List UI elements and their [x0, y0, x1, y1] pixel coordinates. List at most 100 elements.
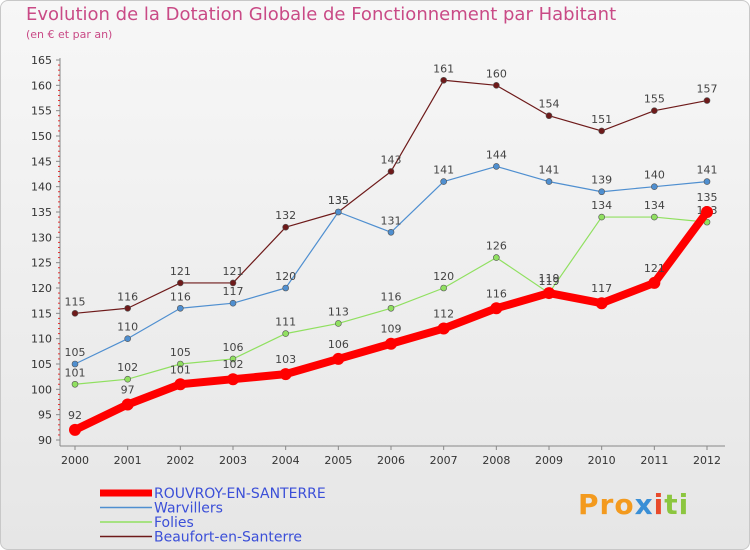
data-point: [387, 304, 395, 312]
data-point: [543, 287, 555, 300]
data-point: [701, 206, 713, 218]
data-point: [440, 76, 447, 84]
data-label: 134: [644, 199, 665, 212]
x-tick-label: 2006: [377, 454, 405, 467]
data-label: 140: [644, 169, 665, 182]
data-label: 131: [381, 214, 402, 227]
data-point: [71, 380, 79, 388]
data-point: [493, 254, 500, 261]
x-tick-label: 2008: [482, 454, 510, 467]
data-label: 117: [591, 282, 612, 295]
chart-subtitle: (en € et par an): [26, 28, 113, 41]
data-label: 144: [486, 148, 507, 161]
y-tick-label: 160: [31, 79, 52, 92]
data-label: 160: [486, 67, 507, 80]
data-point: [332, 352, 345, 365]
data-point: [598, 213, 605, 221]
x-tick-label: 2002: [166, 454, 194, 467]
x-tick-label: 2009: [535, 454, 563, 467]
chart-title: Evolution de la Dotation Globale de Fonc…: [26, 4, 617, 25]
data-point: [651, 213, 658, 221]
logo-part-1: Pro: [578, 488, 635, 521]
data-point: [282, 330, 289, 337]
data-point: [651, 107, 658, 114]
data-point: [440, 284, 447, 292]
data-label: 117: [223, 285, 244, 298]
x-tick-label: 2000: [61, 454, 89, 467]
x-tick-label: 2005: [324, 454, 352, 467]
data-label: 113: [328, 305, 349, 318]
data-label: 141: [697, 164, 718, 177]
legend-label-0: ROUVROY-EN-SANTERRE: [154, 486, 326, 502]
x-tick-label: 2010: [588, 454, 616, 467]
data-point: [595, 297, 608, 310]
data-label: 126: [486, 240, 507, 253]
y-tick-label: 110: [31, 333, 52, 346]
data-label: 134: [591, 199, 612, 212]
x-tick-label: 2001: [114, 454, 142, 467]
data-label: 154: [539, 98, 560, 111]
data-label: 161: [433, 62, 454, 75]
data-point: [174, 378, 187, 391]
y-tick-label: 135: [31, 206, 52, 219]
data-point: [598, 188, 605, 196]
data-point: [335, 320, 342, 327]
series-line-3: [74, 79, 708, 314]
y-tick-label: 130: [31, 231, 52, 244]
data-label: 120: [275, 270, 296, 283]
logo-part-2: x: [634, 488, 654, 521]
data-point: [124, 304, 131, 312]
data-label: 101: [65, 366, 86, 379]
x-tick-label: 2004: [272, 454, 300, 467]
data-point: [177, 304, 184, 312]
data-point: [598, 127, 605, 135]
data-label: 112: [433, 308, 454, 321]
data-point: [229, 299, 237, 307]
data-label: 121: [644, 262, 665, 275]
data-label: 92: [68, 409, 82, 422]
data-point: [387, 228, 395, 236]
data-point: [335, 208, 342, 216]
data-point: [387, 168, 395, 175]
data-label: 110: [117, 321, 138, 334]
logo-part-3: i: [653, 488, 665, 521]
data-point: [385, 337, 397, 350]
data-point: [279, 368, 292, 381]
data-point: [493, 82, 500, 89]
data-label: 121: [170, 265, 191, 278]
data-label: 135: [328, 194, 349, 207]
legend-label-1: Warvillers: [154, 501, 223, 517]
data-label: 115: [65, 295, 86, 308]
data-label: 116: [170, 290, 191, 303]
data-point: [282, 284, 289, 292]
data-label: 105: [170, 346, 191, 359]
y-tick-label: 120: [31, 282, 52, 295]
data-point: [124, 335, 131, 342]
data-point: [490, 302, 503, 315]
data-point: [177, 360, 184, 368]
data-point: [71, 310, 79, 317]
y-tick-label: 125: [31, 257, 52, 270]
y-tick-label: 150: [31, 130, 52, 143]
data-point: [124, 375, 131, 383]
data-label: 139: [591, 174, 612, 187]
y-tick-label: 105: [31, 358, 52, 371]
data-point: [440, 178, 447, 185]
data-label: 97: [121, 384, 135, 397]
data-point: [71, 360, 79, 368]
data-label: 116: [381, 290, 402, 303]
y-tick-label: 115: [31, 307, 52, 320]
data-point: [703, 97, 711, 104]
data-label: 116: [486, 287, 507, 300]
data-point: [703, 178, 711, 185]
data-point: [282, 223, 289, 231]
data-label: 102: [117, 361, 138, 374]
legend-label-2: Folies: [154, 515, 194, 531]
data-point: [227, 373, 239, 386]
data-point: [493, 163, 500, 170]
y-tick-label: 95: [38, 409, 52, 422]
y-tick-label: 165: [31, 54, 52, 67]
y-tick-label: 145: [31, 155, 52, 168]
